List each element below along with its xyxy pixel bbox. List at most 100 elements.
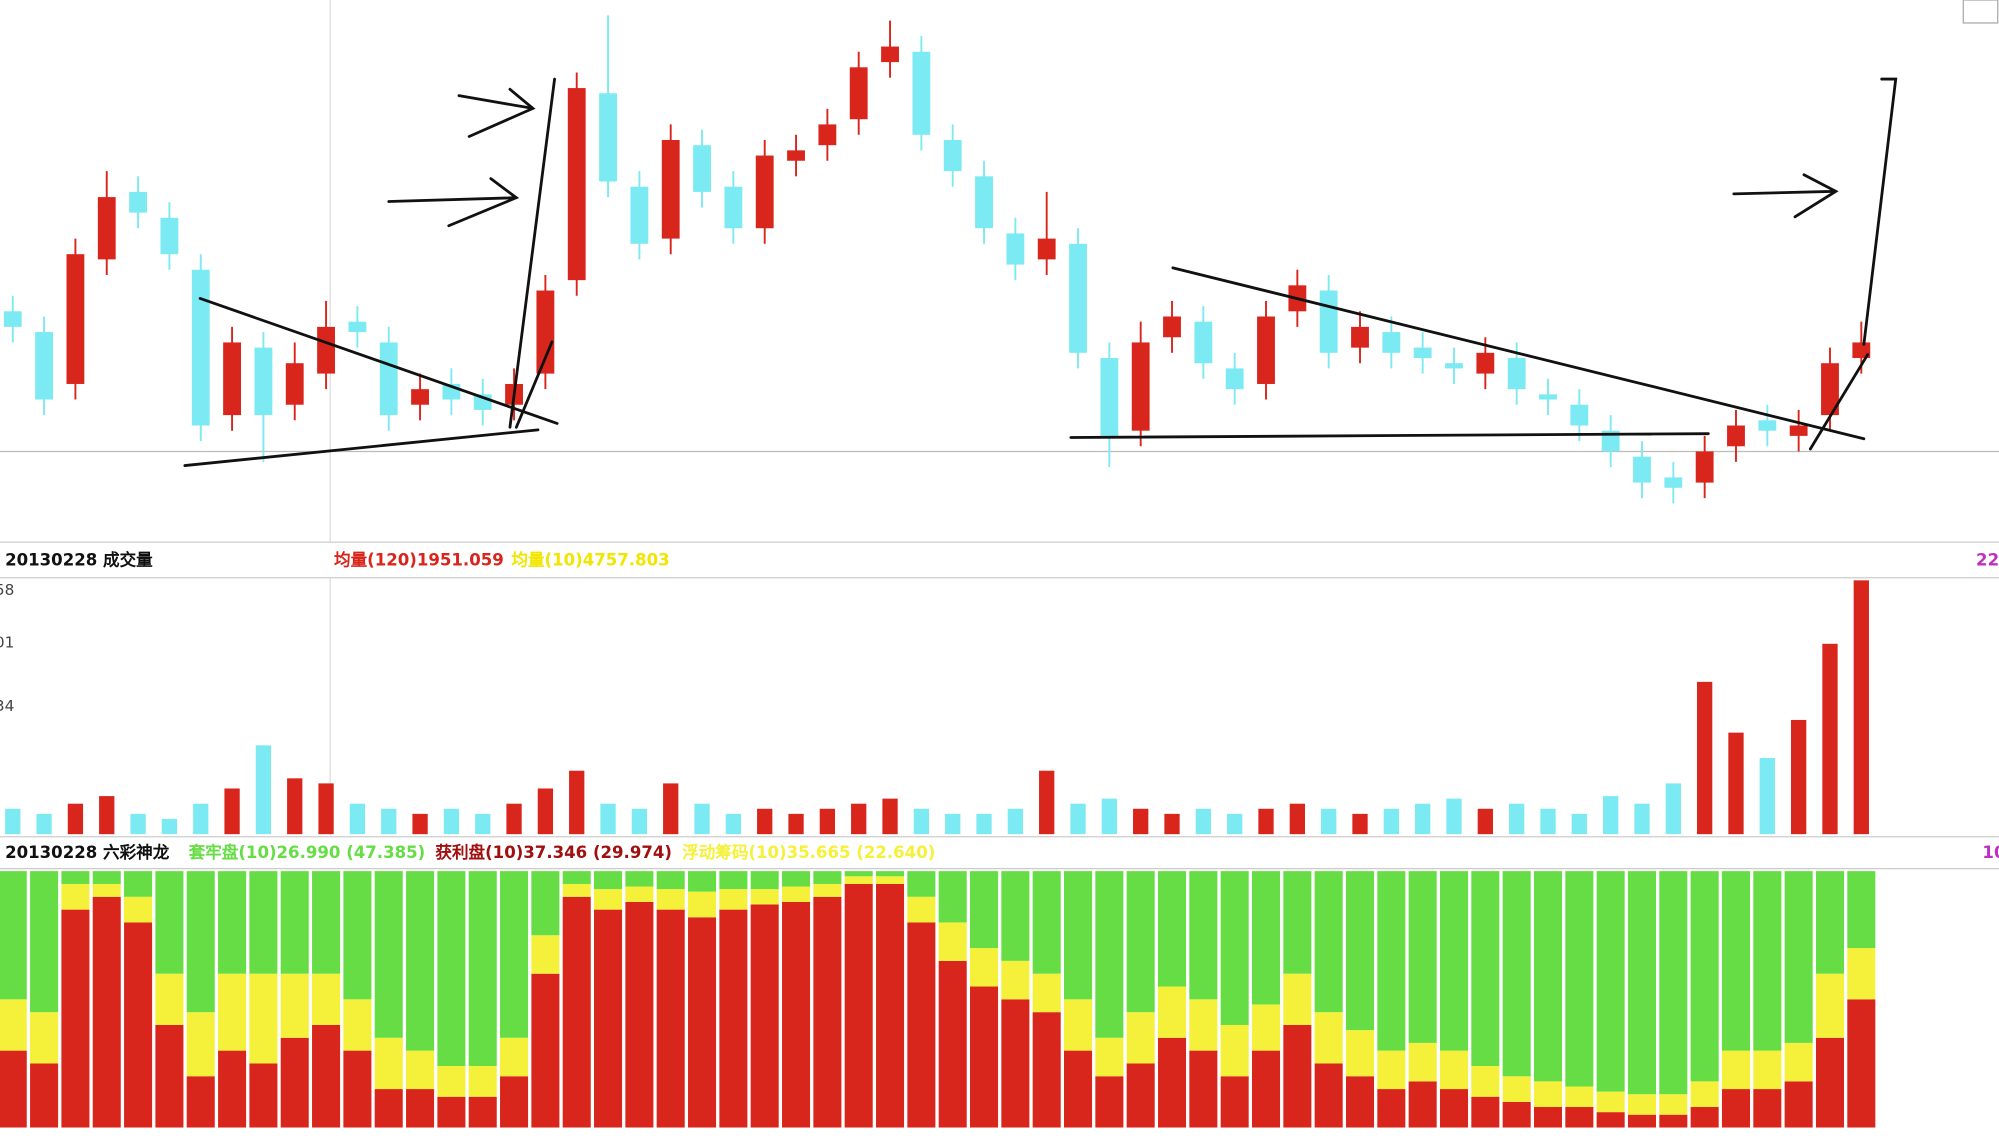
stack-segment [750,904,779,1128]
legend-entry: 获利盘(10)37.346 (29.974) [435,842,672,862]
stack-segment [61,871,90,884]
volume-bar [1634,803,1650,835]
stack-segment [1377,871,1406,1051]
y-tick-label: 34 [0,697,14,715]
stack-segment [280,973,309,1038]
candle-body [254,347,273,416]
stack-segment [844,876,873,884]
candle-body [1633,456,1651,483]
stack-segment [374,1089,403,1128]
volume-bar [1603,796,1619,835]
volume-bar [1822,643,1838,835]
volume-bar [1509,803,1525,835]
stack-segment [468,871,497,1066]
stack-segment [1001,999,1030,1128]
volume-title: 20130228 成交量 [5,550,153,570]
stack-segment [218,1050,247,1128]
volume-bar [5,808,21,835]
volume-bar [1477,808,1493,835]
stack-segment [844,883,873,1128]
legend-entry: 套牢盘(10)26.990 (47.385) [189,842,426,862]
stack-segment [782,886,811,902]
candle-body [1069,243,1087,353]
stack-segment [406,1089,435,1128]
stack-segment [970,948,999,987]
volume-bar [1321,808,1337,835]
stack-segment [1063,1050,1093,1128]
stack-segment [1032,871,1061,974]
stack-segment [656,889,685,910]
stack-segment [500,871,529,1038]
candle-body [1507,358,1526,390]
volume-bar [694,803,710,835]
stack-segment [1032,1012,1061,1128]
corner-button[interactable] [1962,0,1999,24]
stack-segment [719,889,748,910]
candle-body [1225,368,1244,390]
volume-bar [255,745,272,835]
stack-segment [0,1050,27,1128]
stack-segment [1815,871,1845,974]
stack-segment [1502,1101,1531,1128]
stack-segment [92,896,121,1128]
stack-segment [1063,871,1093,1000]
volume-bar [224,788,240,835]
volume-bar [1665,783,1681,835]
candle-body [567,88,586,281]
stack-segment [374,871,403,1038]
candle-body [1695,451,1714,483]
stack-segment [343,999,372,1051]
volume-bar [443,808,460,835]
stack-segment [249,871,278,974]
volume-bar [1258,808,1274,835]
stack-segment [1690,1107,1719,1128]
stack-segment [1001,960,1030,1000]
stack-segment [1439,871,1469,1051]
candle-body [129,191,147,213]
volume-bar [569,770,585,835]
stack-segment [938,922,967,961]
stack-segment [1721,871,1751,1051]
stack-segment [0,871,27,1000]
volume-bar [882,798,898,835]
stack-segment [61,883,90,910]
stack-segment [186,1076,215,1128]
stack-segment [531,935,560,974]
stack-segment [688,891,717,918]
stack-segment [782,871,811,887]
stack-segment [1063,999,1093,1051]
candle-body [1257,316,1275,384]
stack-segment [1095,1037,1124,1077]
candle-body [661,139,680,239]
candle-body [223,342,241,416]
candle-body [191,269,210,426]
y-tick-label: 01 [0,633,14,651]
volume-bar [1133,808,1149,835]
stack-segment [1439,1089,1469,1128]
stack-segment [907,896,936,923]
stack-segment [1189,871,1218,1000]
stack-segment [531,973,560,1128]
stack-segment [30,871,59,1013]
stack-segment [1565,871,1594,1087]
legend-entry: 均量(10)4757.803 [511,550,669,570]
volume-bar [1007,808,1024,835]
stack-segment [1220,1024,1249,1077]
volume-bar [631,808,648,835]
stack-segment [1690,871,1719,1082]
hand-arrow [387,87,536,228]
candle-body [1601,430,1620,452]
stack-segment [1847,871,1876,949]
candle-body [160,217,179,255]
volume-bar [318,783,334,835]
stack-segment [876,883,905,1128]
stack-segment [1283,871,1312,974]
stack-segment [907,871,936,897]
stack-segment [30,1063,59,1128]
stack-segment [1753,1089,1782,1128]
candle-body [1758,420,1777,431]
candle-body [536,290,555,374]
candle-body [411,389,429,405]
stack-segment [1596,1112,1625,1128]
